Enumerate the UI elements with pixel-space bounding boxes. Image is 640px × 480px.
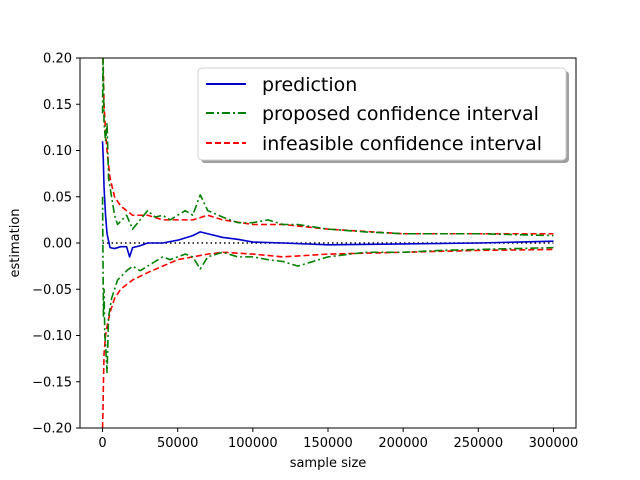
y-tick-label: 0.05	[43, 190, 72, 205]
x-tick-label: 300000	[529, 436, 579, 451]
legend-label-infeasible: infeasible confidence interval	[262, 133, 542, 155]
proposed-interval-upper-line	[101, 58, 554, 237]
y-tick-label: 0.15	[43, 98, 72, 113]
x-axis: 0 50000 100000 150000 200000 250000 300000	[98, 428, 578, 451]
proposed-interval-lower-line	[101, 196, 554, 374]
y-tick-label: 0.20	[43, 52, 72, 67]
y-tick-label: −0.15	[32, 375, 72, 390]
y-axis: 0.20 0.15 0.10 0.05 0.00 −0.05 −0.10 −0.15 −0.20	[32, 52, 80, 437]
x-tick-label: 0	[98, 436, 106, 451]
legend-label-prediction: prediction	[262, 74, 357, 96]
legend: prediction proposed confidence interval …	[197, 67, 569, 163]
legend-box	[197, 67, 567, 161]
x-axis-title: sample size	[290, 456, 367, 471]
prediction-line	[101, 141, 554, 258]
y-axis-title: estimation	[8, 208, 23, 277]
x-tick-label: 50000	[157, 436, 198, 451]
series-layer	[101, 58, 554, 428]
y-tick-label: −0.05	[32, 283, 72, 298]
infeasible-interval-upper-line	[102, 58, 554, 235]
x-tick-label: 250000	[453, 436, 503, 451]
legend-label-proposed: proposed confidence interval	[262, 103, 539, 125]
infeasible-interval-lower-line	[101, 248, 554, 428]
x-tick-label: 100000	[228, 436, 278, 451]
x-tick-label: 150000	[303, 436, 353, 451]
y-tick-label: −0.10	[32, 329, 72, 344]
y-tick-label: 0.10	[43, 144, 72, 159]
x-tick-label: 200000	[378, 436, 428, 451]
y-tick-label: 0.00	[43, 237, 72, 252]
y-tick-label: −0.20	[32, 422, 72, 437]
